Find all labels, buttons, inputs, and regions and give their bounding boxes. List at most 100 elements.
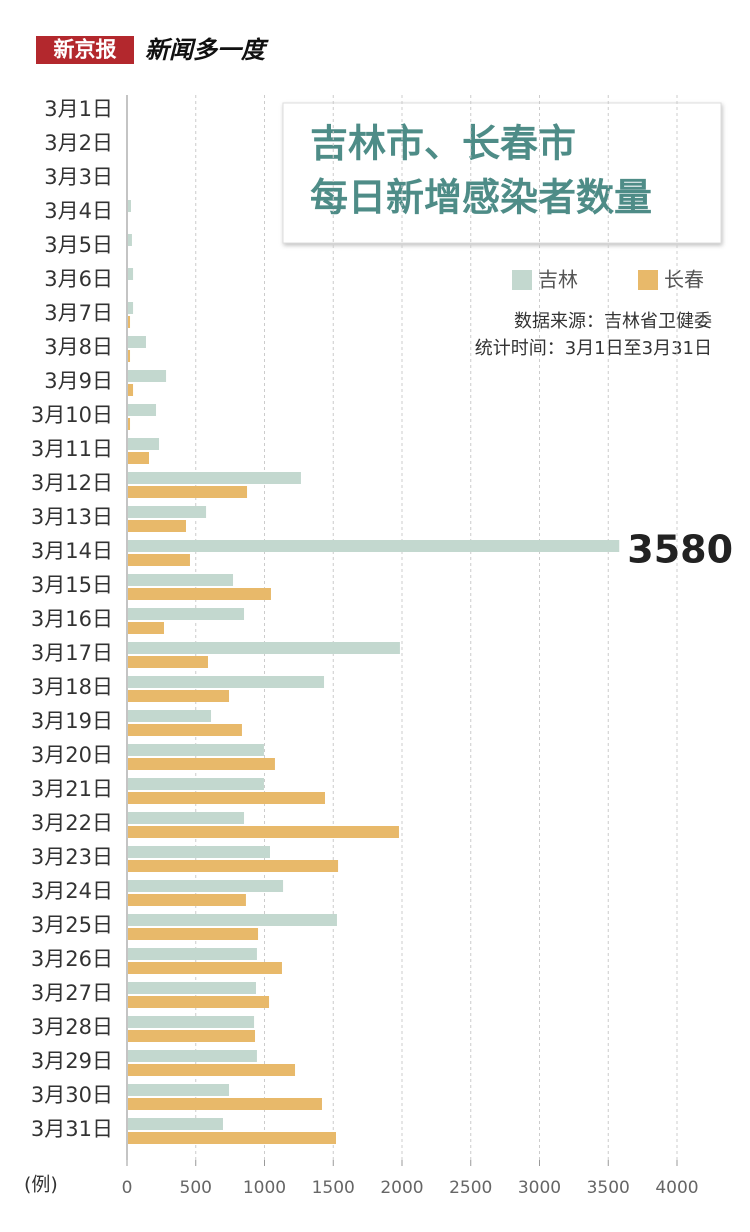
y-tick-label: 3月3日 bbox=[44, 165, 113, 189]
bar bbox=[128, 676, 325, 688]
bar bbox=[128, 894, 246, 906]
y-tick-label: 3月17日 bbox=[31, 641, 113, 665]
bar bbox=[128, 418, 131, 430]
bar bbox=[128, 622, 164, 634]
legend-swatch bbox=[638, 270, 658, 290]
bar bbox=[128, 860, 339, 872]
y-tick-label: 3月19日 bbox=[31, 709, 113, 733]
chart-title: 每日新增感染者数量 bbox=[310, 176, 652, 220]
bar bbox=[128, 826, 399, 838]
bar bbox=[128, 1064, 296, 1076]
bar bbox=[128, 554, 190, 566]
y-tick-label: 3月6日 bbox=[44, 267, 113, 291]
bar bbox=[128, 928, 259, 940]
y-tick-label: 3月2日 bbox=[44, 131, 113, 155]
bar bbox=[128, 350, 131, 362]
x-tick-label: 4000 bbox=[655, 1178, 698, 1198]
x-tick-label: 1500 bbox=[312, 1178, 355, 1198]
y-tick-label: 3月10日 bbox=[31, 403, 113, 427]
y-tick-label: 3月29日 bbox=[31, 1049, 113, 1073]
bar bbox=[128, 948, 257, 960]
y-tick-label: 3月21日 bbox=[31, 777, 113, 801]
y-tick-label: 3月26日 bbox=[31, 947, 113, 971]
bar bbox=[128, 656, 208, 668]
y-tick-label: 3月20日 bbox=[31, 743, 113, 767]
legend-swatch bbox=[512, 270, 532, 290]
bar bbox=[128, 302, 134, 314]
bar bbox=[128, 316, 131, 328]
bar bbox=[128, 384, 134, 396]
bar bbox=[128, 200, 131, 212]
y-tick-label: 3月22日 bbox=[31, 811, 113, 835]
bar bbox=[128, 608, 245, 620]
x-tick-label: 1000 bbox=[243, 1178, 286, 1198]
source: 数据来源：吉林省卫健委 bbox=[514, 311, 712, 332]
y-tick-label: 3月23日 bbox=[31, 845, 113, 869]
bar bbox=[128, 574, 234, 586]
bar bbox=[128, 540, 620, 552]
bar bbox=[128, 1084, 230, 1096]
bar bbox=[128, 486, 248, 498]
chart-title: 吉林市、长春市 bbox=[310, 122, 576, 166]
bar bbox=[128, 370, 167, 382]
bar bbox=[128, 846, 270, 858]
legend-label: 长春 bbox=[664, 268, 704, 292]
bar bbox=[128, 404, 157, 416]
bar bbox=[128, 914, 337, 926]
legend-label: 吉林 bbox=[538, 268, 578, 292]
bar bbox=[128, 438, 160, 450]
y-tick-label: 3月13日 bbox=[31, 505, 113, 529]
bar bbox=[128, 1016, 255, 1028]
bar bbox=[128, 812, 245, 824]
bar bbox=[128, 778, 264, 790]
x-tick-label: 3000 bbox=[518, 1178, 561, 1198]
bar bbox=[128, 336, 146, 348]
x-tick-label: 2500 bbox=[449, 1178, 492, 1198]
y-tick-label: 3月11日 bbox=[31, 437, 113, 461]
unit: (例) bbox=[24, 1174, 58, 1196]
y-tick-label: 3月24日 bbox=[31, 879, 113, 903]
bar bbox=[128, 234, 132, 246]
bar bbox=[128, 1118, 223, 1130]
bar bbox=[128, 690, 230, 702]
bar bbox=[128, 1030, 256, 1042]
bar bbox=[128, 268, 134, 280]
brand: 新京报 bbox=[54, 37, 117, 62]
bar bbox=[128, 724, 242, 736]
x-tick-label: 0 bbox=[122, 1178, 133, 1198]
y-tick-label: 3月28日 bbox=[31, 1015, 113, 1039]
y-tick-label: 3月4日 bbox=[44, 199, 113, 223]
x-tick-label: 500 bbox=[180, 1178, 212, 1198]
y-tick-label: 3月25日 bbox=[31, 913, 113, 937]
y-tick-label: 3月30日 bbox=[31, 1083, 113, 1107]
brand-box bbox=[36, 36, 134, 64]
bar bbox=[128, 982, 256, 994]
title-box bbox=[282, 102, 722, 244]
bar bbox=[128, 472, 301, 484]
data-label: 3580 bbox=[627, 528, 733, 572]
bar bbox=[128, 792, 325, 804]
y-tick-label: 3月8日 bbox=[44, 335, 113, 359]
y-tick-label: 3月14日 bbox=[31, 539, 113, 563]
y-tick-label: 3月27日 bbox=[31, 981, 113, 1005]
bar bbox=[128, 452, 149, 464]
bar bbox=[128, 758, 275, 770]
y-tick-label: 3月12日 bbox=[31, 471, 113, 495]
bar bbox=[128, 506, 207, 518]
bar bbox=[128, 996, 270, 1008]
bar bbox=[128, 1132, 336, 1144]
y-tick-label: 3月9日 bbox=[44, 369, 113, 393]
x-tick-label: 3500 bbox=[587, 1178, 630, 1198]
x-tick-label: 2000 bbox=[380, 1178, 423, 1198]
bar bbox=[128, 710, 212, 722]
slogan: 新闻多一度 bbox=[145, 36, 269, 64]
y-tick-label: 3月5日 bbox=[44, 233, 113, 257]
y-tick-label: 3月7日 bbox=[44, 301, 113, 325]
bar bbox=[128, 1098, 322, 1110]
y-tick-label: 3月18日 bbox=[31, 675, 113, 699]
y-tick-label: 3月15日 bbox=[31, 573, 113, 597]
bar bbox=[128, 520, 186, 532]
bar bbox=[128, 962, 282, 974]
bar bbox=[128, 880, 284, 892]
